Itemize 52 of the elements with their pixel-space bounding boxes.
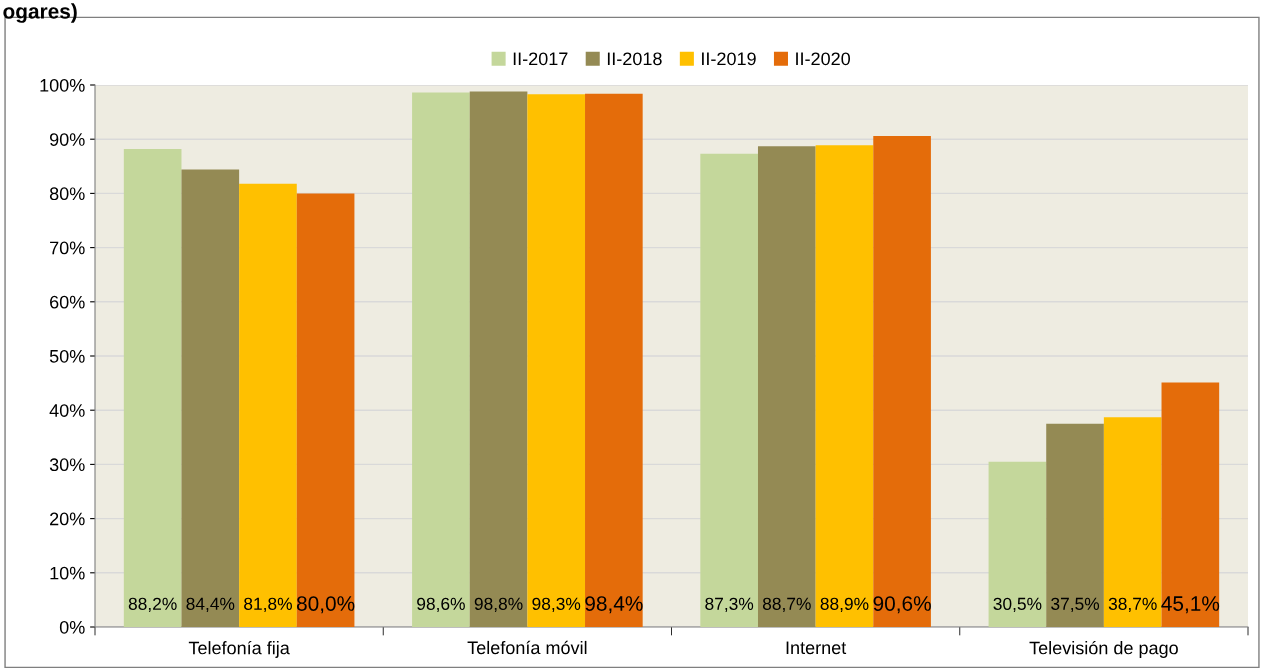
bar (815, 145, 874, 627)
data-label: 37,5% (1051, 597, 1100, 613)
bar (181, 169, 240, 627)
data-label: 98,6% (417, 597, 465, 613)
data-label: 38,7% (1108, 597, 1157, 613)
bar (527, 94, 586, 627)
legend-label: II-2017 (513, 52, 568, 66)
data-label: 30,5% (993, 597, 1042, 613)
bar (585, 93, 643, 627)
bar (1161, 382, 1220, 627)
y-tick-label: 50% (49, 349, 85, 363)
x-tick-label: Telefonía fija (188, 640, 290, 658)
data-label: 88,9% (820, 597, 869, 613)
bar (412, 92, 470, 627)
bar (1046, 423, 1104, 627)
legend-label: II-2019 (702, 52, 756, 66)
y-tick-label: 30% (49, 458, 85, 472)
y-tick-label: 20% (50, 512, 85, 526)
data-label: 98,4% (585, 596, 643, 614)
y-tick-label: 60% (50, 295, 85, 309)
bar (1103, 417, 1162, 627)
y-tick-label: 100% (40, 78, 85, 92)
x-tick-label: Televisión de pago (1029, 640, 1178, 658)
data-label: 88,7% (762, 597, 811, 613)
x-tick-label: Telefonía móvil (467, 640, 587, 655)
bar (123, 148, 182, 627)
y-tick-label: 0% (59, 620, 85, 634)
data-label: 80,0% (296, 596, 355, 614)
y-tick-label: 40% (49, 404, 85, 417)
data-label: 98,3% (532, 597, 581, 613)
bar (757, 146, 816, 627)
data-label: 87,3% (705, 597, 754, 613)
bar (296, 193, 355, 627)
data-label: 98,8% (474, 597, 523, 613)
bar (469, 91, 528, 627)
bar (700, 153, 758, 627)
data-label: 45,1% (1161, 596, 1220, 614)
y-tick-label: 70% (50, 241, 85, 255)
data-label: 84,4% (186, 597, 235, 613)
y-tick-label: 90% (49, 133, 85, 146)
bar (873, 135, 931, 627)
chart-title: ogares) (3, 3, 77, 23)
y-tick-label: 80% (49, 187, 85, 201)
y-tick-label: 10% (50, 566, 85, 580)
bar (988, 461, 1047, 627)
bar (239, 183, 297, 627)
data-label: 88,2% (128, 597, 177, 613)
data-label: 81,8% (244, 597, 292, 613)
x-tick-label: Internet (786, 641, 847, 655)
legend-label: II-2018 (607, 52, 662, 66)
legend-label: II-2020 (796, 52, 851, 66)
data-label: 90,6% (873, 596, 931, 614)
